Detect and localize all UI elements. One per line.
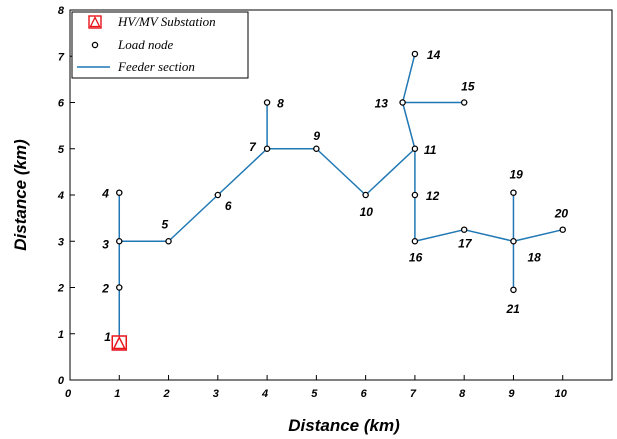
feeder-section-6-7 bbox=[217, 148, 268, 196]
node-label-3: 3 bbox=[102, 237, 109, 251]
legend-label-feeder: Feeder section bbox=[117, 59, 195, 74]
x-tick-label: 6 bbox=[361, 388, 368, 400]
node-label-12: 12 bbox=[426, 189, 440, 203]
feeder-section-9-10 bbox=[315, 148, 367, 196]
y-tick-label: 5 bbox=[58, 144, 65, 156]
y-tick-label: 4 bbox=[57, 190, 64, 202]
feeder-section-10-11 bbox=[365, 148, 416, 196]
node-label-17: 17 bbox=[458, 237, 473, 251]
y-tick-label: 3 bbox=[58, 236, 64, 248]
x-tick-label: 0 bbox=[65, 388, 72, 400]
load-node-12 bbox=[411, 191, 419, 199]
load-node-6 bbox=[214, 191, 222, 199]
y-tick-label: 6 bbox=[58, 98, 65, 110]
load-node-21 bbox=[510, 286, 517, 294]
load-node-3 bbox=[116, 237, 123, 245]
x-tick-label: 7 bbox=[410, 388, 417, 400]
x-axis-title: Distance (km) bbox=[288, 416, 400, 435]
load-node-9 bbox=[313, 145, 320, 152]
x-tick-label: 3 bbox=[213, 388, 219, 400]
x-tick-label: 10 bbox=[555, 388, 568, 400]
node-label-10: 10 bbox=[360, 205, 374, 219]
y-tick-label: 2 bbox=[57, 283, 64, 295]
x-tick-label: 2 bbox=[162, 388, 169, 400]
load-node-10 bbox=[362, 191, 369, 199]
load-node-15 bbox=[460, 99, 468, 106]
node-label-13: 13 bbox=[375, 97, 389, 111]
substation-marker bbox=[111, 335, 128, 351]
feeder-section-11-13 bbox=[401, 102, 416, 149]
node-label-16: 16 bbox=[409, 250, 423, 264]
node-label-21: 21 bbox=[505, 302, 520, 316]
x-tick-label: 1 bbox=[114, 388, 120, 400]
x-tick-label: 4 bbox=[261, 388, 268, 400]
node-label-20: 20 bbox=[554, 207, 569, 221]
load-node-4 bbox=[116, 189, 123, 196]
node-label-18: 18 bbox=[527, 250, 541, 264]
load-node-17 bbox=[460, 226, 468, 233]
y-tick-label: 1 bbox=[58, 329, 64, 341]
x-tick-label: 9 bbox=[508, 388, 515, 400]
load-node-13 bbox=[399, 99, 406, 106]
feeder-section-17-18 bbox=[464, 228, 514, 242]
y-tick-label: 7 bbox=[58, 51, 65, 63]
node-label-7: 7 bbox=[249, 140, 257, 154]
load-node-11 bbox=[411, 145, 419, 152]
node-label-4: 4 bbox=[101, 187, 109, 201]
x-tick-label: 8 bbox=[459, 388, 466, 400]
feeder-section-18-20 bbox=[513, 228, 563, 242]
load-node-8 bbox=[263, 99, 271, 106]
load-node-2 bbox=[116, 284, 123, 291]
y-tick-label: 8 bbox=[58, 5, 65, 17]
node-label-2: 2 bbox=[101, 282, 109, 296]
node-label-15: 15 bbox=[461, 80, 475, 94]
x-tick-label: 5 bbox=[311, 388, 318, 400]
feeder-section-13-14 bbox=[401, 53, 416, 103]
node-label-19: 19 bbox=[509, 168, 523, 182]
node-label-9: 9 bbox=[313, 129, 320, 143]
legend-label-substation: HV/MV Substation bbox=[117, 14, 216, 29]
load-node-16 bbox=[411, 237, 419, 245]
load-node-20 bbox=[559, 226, 566, 233]
y-axis-title: Distance (km) bbox=[11, 139, 30, 251]
y-tick-label: 0 bbox=[58, 375, 65, 387]
load-node-18 bbox=[510, 237, 517, 245]
load-node-5 bbox=[165, 237, 172, 245]
legend: HV/MV Substation Load node Feeder section bbox=[71, 11, 249, 79]
legend-substation-icon bbox=[88, 15, 102, 29]
legend-label-load: Load node bbox=[117, 37, 173, 52]
load-node-7 bbox=[263, 145, 271, 152]
load-node-19 bbox=[510, 189, 517, 196]
node-label-8: 8 bbox=[277, 97, 284, 111]
feeder-section-5-6 bbox=[168, 194, 219, 242]
load-node-14 bbox=[411, 50, 419, 58]
legend-load-node-icon bbox=[91, 41, 99, 49]
node-label-1: 1 bbox=[104, 330, 111, 344]
node-label-6: 6 bbox=[225, 199, 232, 213]
node-label-14: 14 bbox=[427, 48, 441, 62]
node-label-5: 5 bbox=[162, 217, 169, 231]
feeder-section-16-17 bbox=[414, 228, 465, 242]
node-label-11: 11 bbox=[424, 143, 437, 157]
